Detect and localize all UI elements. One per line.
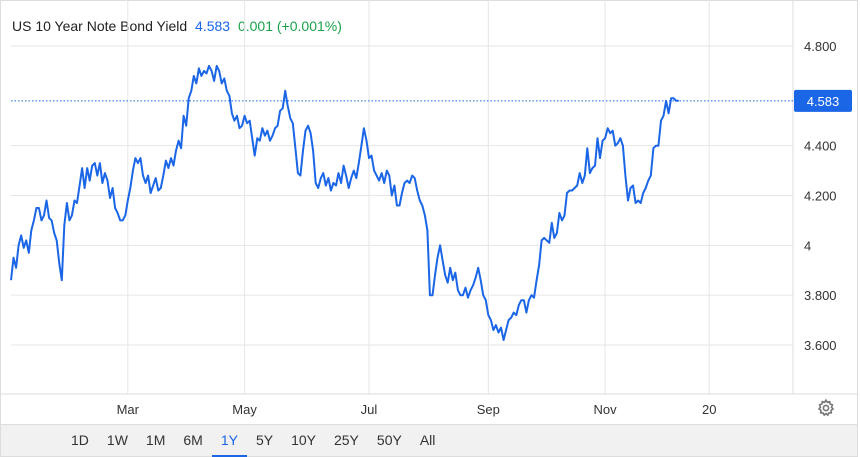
instrument-title: US 10 Year Note Bond Yield (12, 18, 188, 34)
x-tick-label: Sep (477, 402, 500, 417)
range-button-1m[interactable]: 1M (145, 432, 166, 448)
y-tick-label: 4.400 (804, 139, 837, 154)
change-value: 0.001 (+0.001%) (237, 18, 342, 34)
range-button-1w[interactable]: 1W (106, 432, 128, 448)
series-line (10, 64, 679, 341)
range-button-25y[interactable]: 25Y (333, 432, 359, 448)
chart-frame (0, 0, 858, 424)
time-range-bar: 1D 1W 1M 6M 1Y 5Y 10Y 25Y 50Y All (0, 424, 858, 457)
range-button-6m[interactable]: 6M (183, 432, 203, 448)
yield-chart[interactable]: 3.600 3.800 4 4.200 4.400 4.800 Mar May Jul Sep No… (0, 0, 858, 424)
last-value-badge (794, 89, 852, 112)
range-button-10y[interactable]: 10Y (291, 432, 316, 448)
gear-icon[interactable] (816, 398, 836, 418)
x-tick-label: Mar (117, 402, 140, 417)
chart-header: US 10 Year Note Bond Yield 4.583 0.001 (… (12, 18, 346, 34)
x-tick-label: May (232, 402, 257, 417)
range-button-50y[interactable]: 50Y (376, 432, 402, 448)
last-value-badge-text: 4.583 (807, 94, 840, 109)
range-button-1d[interactable]: 1D (71, 432, 89, 448)
y-tick-label: 4 (804, 238, 811, 253)
range-button-5y[interactable]: 5Y (255, 432, 274, 448)
range-button-1y[interactable]: 1Y (211, 425, 248, 457)
y-tick-label: 3.600 (804, 338, 837, 353)
range-button-all[interactable]: All (419, 432, 436, 448)
y-tick-label: 4.800 (804, 39, 837, 54)
x-tick-label: Nov (594, 402, 618, 417)
y-tick-label: 4.200 (804, 189, 837, 204)
x-tick-label: 20 (702, 402, 716, 417)
y-tick-label: 3.800 (804, 288, 837, 303)
last-value: 4.583 (195, 18, 231, 34)
x-tick-label: Jul (361, 402, 378, 417)
